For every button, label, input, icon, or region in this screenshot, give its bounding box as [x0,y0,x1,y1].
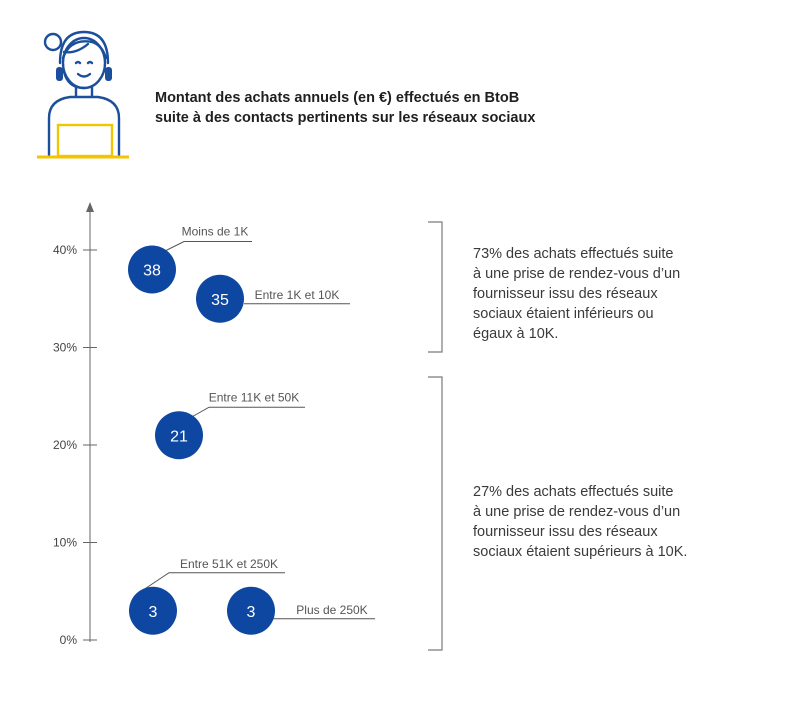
annotation-line: égaux à 10K. [473,326,559,342]
support-agent-icon [37,30,129,159]
chart-title-line1: Montant des achats annuels (en €) effect… [155,90,520,106]
data-value-label: 21 [170,428,188,445]
data-point: Plus de 250K 3 [227,586,375,635]
annotation-line: à une prise de rendez-vous d’un [473,504,681,520]
data-value-label: 3 [247,604,256,621]
y-tick-label: 0% [60,633,78,647]
chart-title: Montant des achats annuels (en €) effect… [155,88,625,128]
data-bubble [227,586,275,635]
data-point: Moins de 1K 38 [128,225,252,294]
y-axis: 0% 10% 20% 30% 40% [53,202,97,647]
data-point: Entre 51K et 250K 3 [129,557,285,635]
brace-high [428,376,443,651]
y-axis-arrow [86,202,94,212]
y-tick-label: 10% [53,536,77,550]
annotation-line: 27% des achats effectués suite [473,484,674,500]
leader-line [192,406,305,417]
annotation-line: fournisseur issu des réseaux [473,524,658,540]
data-bubble [129,586,177,635]
annotation-line: sociaux étaient supérieurs à 10K. [473,544,688,560]
data-points: Moins de 1K 38 Entre 1K et 10K 35 Entre 11K … [128,225,375,635]
annotation-line: 73% des achats effectués suite [473,246,674,262]
data-bubble [128,245,176,294]
annotation-line: sociaux étaient inférieurs ou [473,306,654,322]
annotation-line: à une prise de rendez-vous d’un [473,266,681,282]
chart-title-line2: suite à des contacts pertinents sur les … [155,110,536,126]
brace-low [428,221,443,353]
annotation-low: 73% des achats effectués suite à une pri… [473,244,773,344]
point-label: Plus de 250K [296,603,367,617]
data-value-label: 35 [211,292,229,309]
data-bubble [196,274,244,323]
point-label: Moins de 1K [182,225,249,239]
leader-line [165,241,252,251]
data-bubble [155,411,203,460]
annotation-high: 27% des achats effectués suite à une pri… [473,482,773,562]
annotation-line: fournisseur issu des réseaux [473,286,658,302]
data-point: Entre 1K et 10K 35 [196,274,350,323]
point-label: Entre 11K et 50K [209,390,300,404]
y-tick-label: 40% [53,243,77,257]
data-point: Entre 11K et 50K 21 [155,390,305,460]
braces [428,221,443,651]
data-value-label: 3 [149,604,158,621]
point-label: Entre 51K et 250K [180,557,278,571]
y-tick-label: 20% [53,438,77,452]
data-value-label: 38 [143,263,161,280]
y-tick-label: 30% [53,341,77,355]
leader-line [144,572,285,590]
point-label: Entre 1K et 10K [255,288,340,302]
